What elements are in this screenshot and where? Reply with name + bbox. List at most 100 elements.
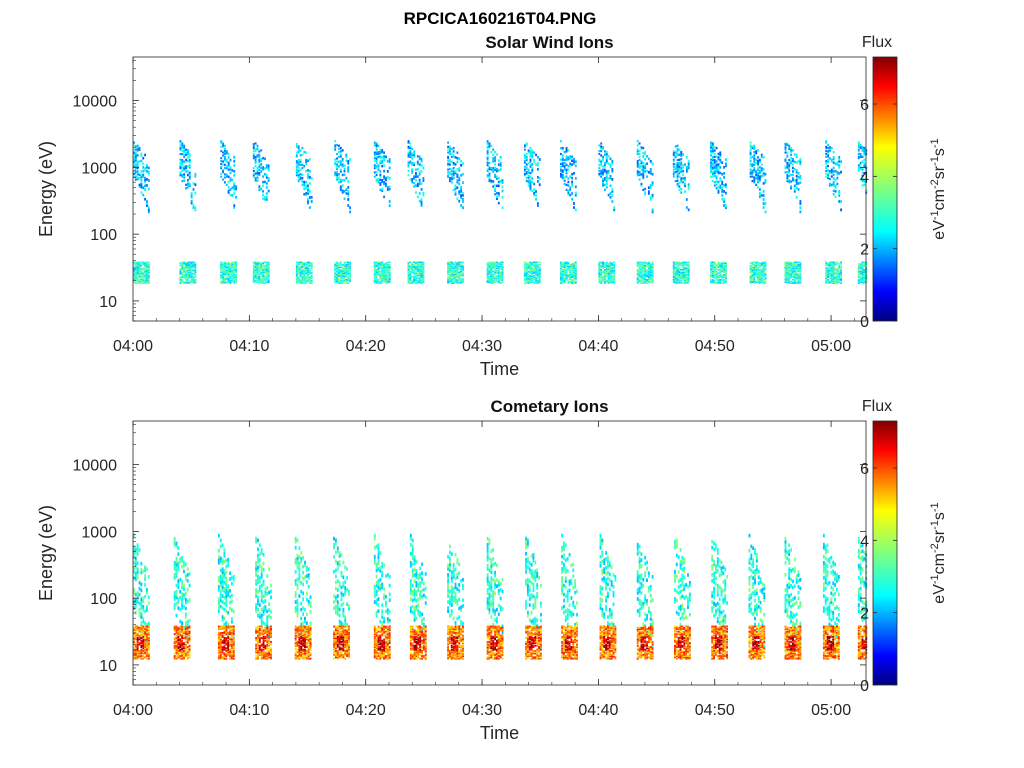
spectrogram-cell [492, 264, 495, 267]
spectrogram-cell [383, 264, 386, 266]
spectrogram-cell [567, 267, 570, 269]
spectrogram-cell [418, 171, 421, 174]
spectrogram-cell [297, 173, 300, 177]
spectrogram-cell [560, 162, 562, 165]
spectrogram-cell [347, 275, 350, 278]
spectrogram-cell [336, 270, 339, 273]
spectrogram-cell [651, 172, 654, 176]
spectrogram-cell [183, 168, 186, 171]
spectrogram-cell [682, 166, 685, 169]
spectrogram-cell [713, 275, 716, 278]
spectrogram-cell [642, 277, 645, 279]
spectrogram-cell [299, 269, 302, 271]
spectrogram-cell [450, 262, 453, 264]
spectrogram-cell [310, 265, 313, 268]
spectrogram-cell [486, 175, 489, 178]
spectrogram-cell [757, 261, 759, 264]
spectrogram-cell [381, 180, 384, 184]
spectrogram-cell [147, 172, 150, 176]
spectrogram-cell [147, 264, 150, 267]
spectrogram-cell [486, 267, 489, 269]
spectrogram-cell [181, 263, 184, 265]
spectrogram-cell [299, 261, 302, 264]
spectrogram-cell [301, 163, 304, 166]
spectrogram-cell [447, 270, 449, 273]
spectrogram-cell [227, 189, 230, 192]
spectrogram-cell [680, 282, 683, 284]
spectrogram-cell [488, 166, 491, 169]
spectrogram-cell [678, 166, 681, 170]
spectrogram-cell [381, 280, 384, 283]
spectrogram-cell [295, 161, 298, 164]
spectrogram-cell [373, 279, 376, 282]
spectrogram-cell [334, 262, 337, 264]
spectrogram-cell [227, 273, 230, 275]
spectrogram-cell [678, 280, 681, 283]
spectrogram-cell [460, 281, 463, 284]
spectrogram-cell [415, 168, 417, 171]
spectrogram-cell [536, 280, 539, 283]
spectrogram-cell [183, 176, 186, 179]
spectrogram-cell [347, 270, 350, 273]
spectrogram-cell [490, 270, 493, 273]
spectrogram-cell [334, 276, 337, 279]
spectrogram-cell [190, 278, 193, 280]
spectrogram-cell [642, 270, 645, 273]
spectrogram-cell [649, 167, 652, 171]
spectrogram-cell [144, 272, 147, 274]
spectrogram-cell [496, 272, 498, 274]
spectrogram-cell [676, 271, 679, 274]
spectrogram-cell [721, 263, 724, 265]
spectrogram-cell [388, 281, 391, 284]
spectrogram-cell [797, 273, 800, 275]
spectrogram-cell [265, 266, 268, 269]
spectrogram-cell [407, 162, 410, 165]
spectrogram-cell [533, 151, 536, 154]
spectrogram-cell [256, 265, 259, 268]
spectrogram-cell [832, 274, 835, 276]
spectrogram-cell [383, 155, 386, 158]
spectrogram-cell [144, 268, 147, 270]
spectrogram-cell [687, 269, 690, 272]
spectrogram-cell [134, 264, 137, 267]
spectrogram-cell [762, 273, 765, 275]
spectrogram-cell [447, 278, 449, 280]
spectrogram-cell [674, 274, 677, 277]
spectrogram-cell [715, 183, 718, 187]
spectrogram-cell [258, 274, 261, 276]
spectrogram-cell [574, 278, 577, 280]
spectrogram-cell [303, 280, 306, 283]
spectrogram-cell [538, 280, 541, 283]
spectrogram-cell [646, 270, 648, 273]
spectrogram-cell [499, 272, 502, 274]
spectrogram-cell [383, 151, 386, 154]
spectrogram-cell [573, 277, 575, 279]
spectrogram-cell [529, 269, 532, 272]
spectrogram-cell [343, 274, 346, 276]
spectrogram-cell [527, 179, 530, 182]
spectrogram-cell [383, 280, 386, 283]
spectrogram-cell [385, 277, 387, 279]
spectrogram-cell [497, 272, 500, 274]
spectrogram-cell [538, 279, 541, 282]
spectrogram-cell [523, 157, 526, 160]
spectrogram-cell [613, 268, 616, 270]
spectrogram-cell [497, 267, 500, 269]
spectrogram-cell [497, 194, 500, 197]
spectrogram-cell [536, 274, 539, 276]
spectrogram-cell [308, 157, 311, 161]
spectrogram-cell [190, 199, 193, 203]
spectrogram-cell [538, 264, 541, 266]
spectrogram-cell [194, 280, 197, 283]
spectrogram-cell [339, 150, 342, 153]
spectrogram-cell [784, 274, 787, 276]
spectrogram-cell [560, 277, 562, 279]
spectrogram-cell [523, 174, 526, 177]
spectrogram-cell [303, 164, 306, 168]
spectrogram-cell [447, 145, 449, 148]
spectrogram-cell [676, 162, 679, 165]
spectrogram-cell [565, 261, 568, 264]
spectrogram-cell [830, 261, 833, 264]
spectrogram-cell [525, 264, 528, 267]
spectrogram-cell [764, 172, 767, 176]
